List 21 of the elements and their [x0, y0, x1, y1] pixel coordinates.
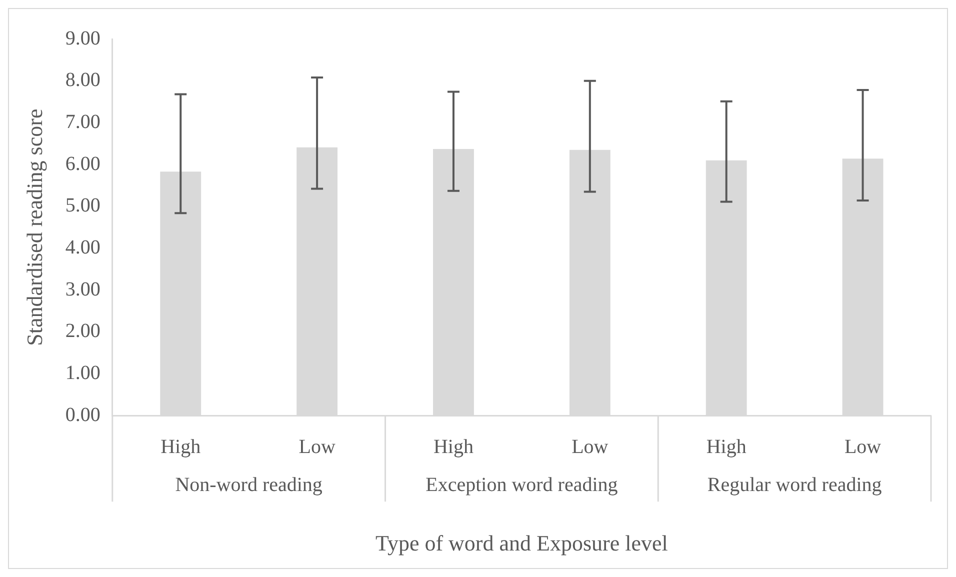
x-tick-label: Low — [298, 436, 336, 458]
x-tick-label: Low — [572, 436, 609, 458]
y-tick-label: 9.00 — [65, 27, 100, 50]
y-tick-label: 2.00 — [65, 320, 100, 342]
y-tick-label: 8.00 — [65, 69, 100, 92]
x-tick-label: High — [160, 436, 201, 458]
text: Non-word reading — [175, 474, 322, 496]
x-tick-label: High — [706, 436, 746, 458]
text: Exception word reading — [426, 474, 618, 496]
y-axis-title: Standardised reading score — [22, 108, 47, 346]
x-axis-title: Type of word and Exposure level — [376, 530, 668, 556]
y-tick-label: 4.00 — [65, 236, 100, 258]
y-tick-label: 6.00 — [65, 152, 100, 175]
y-tick-label: 0.00 — [65, 404, 100, 426]
text: Regular word reading — [707, 474, 882, 496]
x-tick-label: High — [433, 436, 474, 458]
y-tick-label: 5.00 — [65, 194, 100, 217]
x-tick-label: Low — [844, 436, 882, 458]
y-tick-label: 3.00 — [65, 278, 100, 300]
y-tick-label: 1.00 — [65, 362, 100, 384]
y-tick-label: 7.00 — [65, 110, 100, 133]
